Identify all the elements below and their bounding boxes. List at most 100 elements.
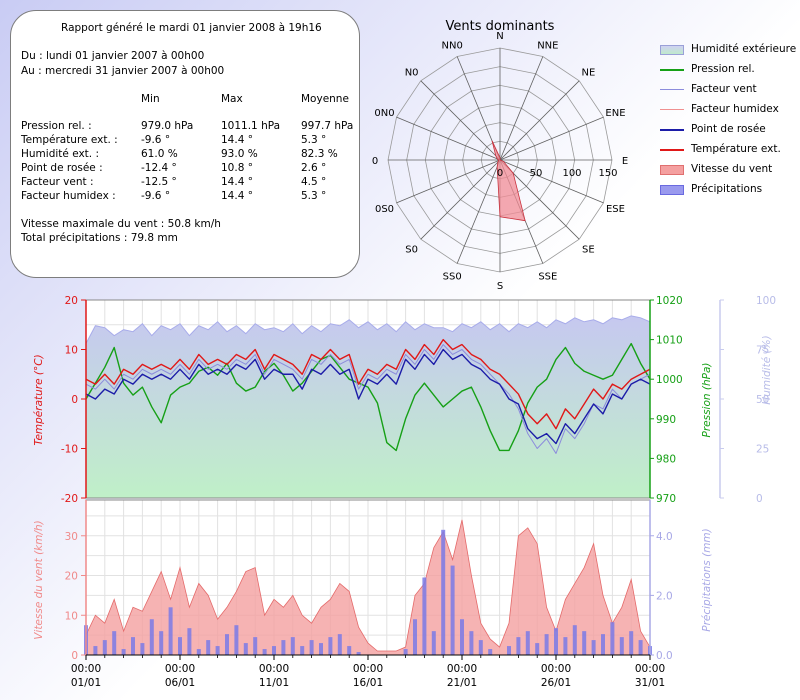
wind-rose-spoke	[499, 116, 604, 161]
humidity-area	[85, 315, 651, 499]
precipitation-bar	[347, 646, 352, 655]
legend-swatch	[660, 129, 684, 131]
total-precip-text: Total précipitations : 79.8 mm	[21, 232, 178, 244]
temperature-line	[85, 338, 651, 430]
wind-rose-spoke	[499, 159, 604, 204]
wind-speed-tick-label: 0	[71, 650, 78, 662]
precipitation-bar	[140, 643, 145, 655]
precipitation-bar	[629, 631, 634, 655]
legend-label: Précipitations	[691, 183, 763, 195]
legend-label: Point de rosée	[691, 123, 766, 135]
legend-label: Facteur vent	[691, 83, 757, 95]
x-tick-time-label: 00:00	[259, 663, 289, 675]
row-label: Facteur vent :	[21, 176, 94, 188]
precipitation-bar	[215, 646, 220, 655]
wind-chill-line	[85, 344, 651, 454]
humidity-tick-label: 25	[756, 444, 769, 456]
x-tick-date-label: 11/01	[259, 677, 289, 689]
wind-rose-radius-label: 50	[530, 168, 543, 179]
legend-swatch	[660, 45, 684, 55]
temperature-tick-label: 10	[65, 345, 78, 357]
x-tick-date-label: 31/01	[635, 677, 665, 689]
legend-item-pressure: Pression rel.	[660, 63, 800, 77]
precipitation-bar	[300, 646, 305, 655]
precipitation-bar	[328, 637, 333, 655]
wind-speed-area	[85, 519, 651, 656]
precipitation-tick-label: 2.0	[656, 590, 673, 602]
wind-rose-spoke	[499, 80, 580, 161]
row-min: 979.0 hPa	[141, 120, 194, 132]
precipitation-bar	[572, 625, 577, 655]
precipitation-bar	[469, 631, 474, 655]
pressure-tick-label: 980	[656, 453, 676, 465]
pressure-tick-label: 1000	[656, 374, 683, 386]
precipitation-bar	[243, 643, 248, 655]
wind-rose-title: Vents dominants	[446, 19, 555, 34]
precipitation-bar	[507, 646, 511, 655]
wind-direction-label: ESE	[606, 204, 625, 215]
precipitation-bar	[121, 649, 126, 655]
pressure-tick-label: 990	[656, 414, 676, 426]
wind-rose-spoke	[396, 159, 501, 204]
wind-rose-spoke	[396, 116, 501, 161]
precipitation-bar	[413, 619, 417, 655]
legend-item-humidity: Humidité extérieure	[660, 43, 800, 57]
report-panel: Rapport généré le mardi 01 janvier 2008 …	[10, 10, 360, 278]
weather-timeseries-chart: 20100-10-2010201010100099098097010075502…	[33, 295, 776, 689]
precipitation-bar	[93, 646, 98, 655]
precipitation-bar	[591, 640, 596, 655]
precipitation-tick-label: 0.0	[656, 650, 673, 662]
header-avg: Moyenne	[301, 93, 349, 105]
precipitation-bar	[610, 622, 615, 655]
precipitation-bar	[582, 631, 587, 655]
legend-swatch	[660, 185, 684, 195]
row-max: 10.8 °	[221, 162, 253, 174]
row-min: -9.6 °	[141, 190, 171, 202]
row-max: 1011.1 hPa	[221, 120, 281, 132]
row-min: -12.4 °	[141, 162, 177, 174]
row-avg: 4.5 °	[301, 176, 327, 188]
humidity-tick-label: 100	[756, 295, 776, 307]
row-min: -12.5 °	[141, 176, 177, 188]
wind-direction-label: 0	[372, 156, 378, 167]
x-tick-time-label: 00:00	[447, 663, 477, 675]
precipitation-bar	[619, 637, 624, 655]
row-label: Pression rel. :	[21, 120, 92, 132]
wind-direction-label: N0	[405, 68, 419, 79]
precipitation-bar	[262, 649, 267, 655]
precipitation-bar	[178, 637, 182, 655]
pressure-line	[85, 342, 651, 452]
precipitation-bar	[309, 640, 314, 655]
wind-speed-tick-label: 10	[65, 610, 78, 622]
report-generated: Rapport généré le mardi 01 janvier 2008 …	[61, 22, 322, 34]
precipitation-bar	[554, 628, 558, 655]
temperature-tick-label: -20	[61, 493, 78, 505]
row-max: 14.4 °	[221, 190, 253, 202]
max-wind-text: Vitesse maximale du vent : 50.8 km/h	[21, 218, 221, 230]
precipitation-bar	[525, 631, 530, 655]
wind-direction-label: SS0	[443, 271, 462, 282]
row-min: 61.0 %	[141, 148, 178, 160]
x-tick-time-label: 00:00	[541, 663, 571, 675]
wind-direction-label: NNE	[537, 41, 558, 52]
row-min: -9.6 °	[141, 134, 171, 146]
report-from: Du : lundi 01 janvier 2007 à 00h00	[21, 50, 205, 62]
wind-speed-tick-label: 30	[65, 531, 78, 543]
legend-swatch	[660, 165, 684, 175]
x-tick-time-label: 00:00	[635, 663, 665, 675]
wind-direction-label: ENE	[605, 108, 625, 119]
report-to: Au : mercredi 31 janvier 2007 à 00h00	[21, 65, 225, 77]
precipitation-bar	[149, 619, 154, 655]
precipitation-bar	[159, 631, 164, 655]
precipitation-bar	[337, 634, 342, 655]
precipitation-bar	[450, 565, 455, 655]
row-max: 93.0 %	[221, 148, 258, 160]
precipitation-bar	[431, 631, 436, 655]
wind-rose-area	[491, 140, 526, 222]
temperature-tick-label: -10	[61, 444, 78, 456]
wind-speed-tick-label: 20	[65, 571, 78, 583]
precipitation-bar	[102, 640, 107, 655]
row-avg: 2.6 °	[301, 162, 327, 174]
x-tick-date-label: 16/01	[353, 677, 383, 689]
humidity-tick-label: 0	[756, 493, 763, 505]
